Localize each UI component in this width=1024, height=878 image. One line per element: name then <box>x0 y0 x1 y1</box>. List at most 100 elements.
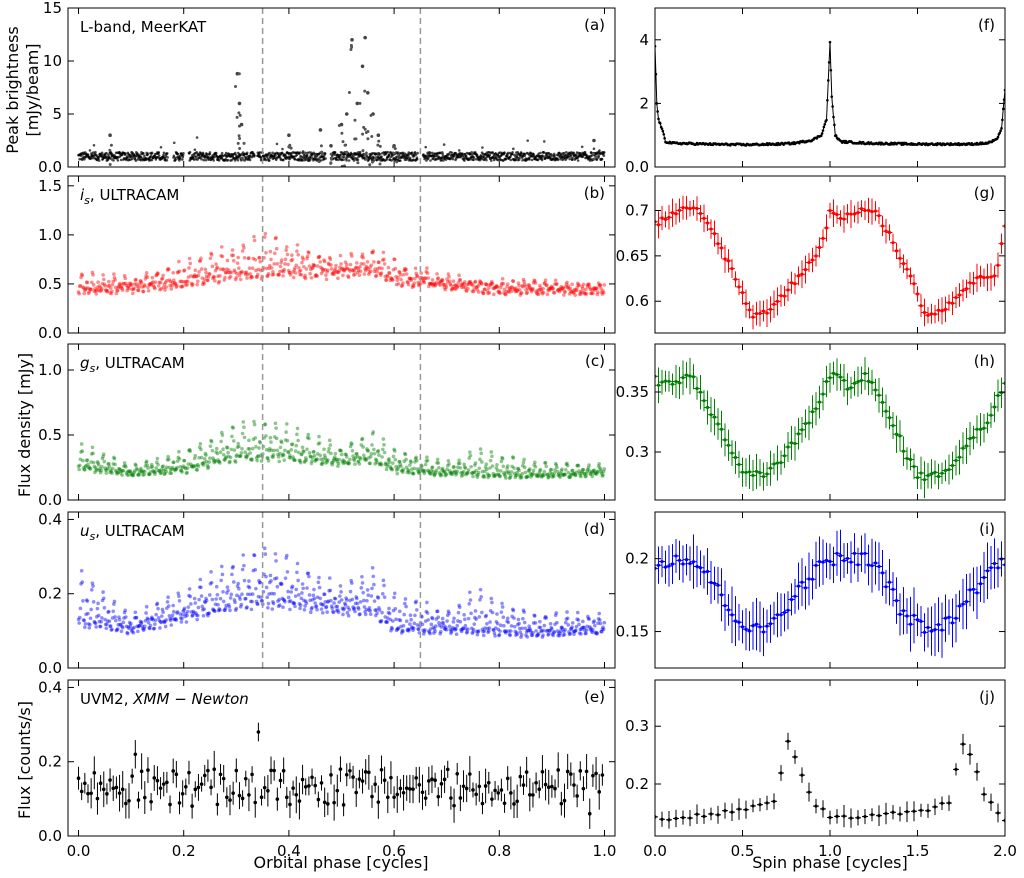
data-point <box>310 266 314 270</box>
data-point <box>591 469 595 473</box>
data-point <box>141 289 145 294</box>
data-point <box>305 571 310 576</box>
data-point <box>555 282 559 286</box>
data-point <box>262 422 267 427</box>
data-point <box>329 267 334 271</box>
data-point <box>465 630 470 634</box>
data-point <box>442 777 447 782</box>
data-point <box>184 279 189 284</box>
data-point <box>513 289 518 294</box>
data-point <box>107 619 112 624</box>
data-point <box>98 289 102 293</box>
data-point <box>160 277 164 281</box>
data-point <box>197 597 201 602</box>
data-point <box>166 595 170 600</box>
data-point <box>240 431 245 436</box>
data-point <box>230 248 235 252</box>
data-point <box>236 255 241 260</box>
data-point <box>342 606 347 610</box>
data-point <box>295 426 300 431</box>
data-point <box>82 291 86 296</box>
data-point <box>134 159 138 162</box>
data-point <box>328 588 333 593</box>
data-point <box>597 462 602 466</box>
data-point <box>314 273 319 278</box>
data-point <box>400 283 405 288</box>
data-point <box>401 281 405 285</box>
data-point <box>220 151 224 155</box>
data-point <box>578 769 583 773</box>
data-point <box>401 790 406 795</box>
data-point <box>273 421 278 426</box>
data-point <box>226 158 230 162</box>
data-point <box>185 470 189 475</box>
data-point <box>327 262 331 267</box>
data-point <box>264 447 269 452</box>
data-point <box>165 600 170 604</box>
data-point <box>421 628 425 633</box>
data-point <box>555 288 560 293</box>
data-point <box>559 469 564 473</box>
data-point <box>377 260 381 265</box>
data-point <box>245 605 249 610</box>
data-point <box>280 151 284 155</box>
data-point <box>534 289 538 294</box>
data-point <box>136 473 140 477</box>
data-point <box>441 620 446 625</box>
data-point <box>81 286 86 290</box>
data-point <box>437 623 442 628</box>
data-point <box>553 282 557 286</box>
data-point <box>398 786 403 791</box>
data-point <box>472 156 476 159</box>
data-point <box>549 467 554 472</box>
data-point <box>479 281 483 285</box>
data-point <box>136 288 140 293</box>
data-point <box>168 283 172 288</box>
data-point <box>566 284 571 288</box>
data-point <box>520 626 525 631</box>
data-point <box>334 263 338 268</box>
data-point <box>590 288 595 292</box>
data-point <box>468 280 472 285</box>
data-point <box>363 612 368 617</box>
data-point <box>267 266 271 271</box>
data-point <box>105 289 110 293</box>
data-point <box>141 469 146 473</box>
data-point <box>105 619 110 623</box>
data-point <box>541 290 546 295</box>
data-point <box>554 611 559 615</box>
data-point <box>386 265 391 270</box>
data-point <box>366 593 371 597</box>
data-point <box>274 154 277 157</box>
data-point <box>330 272 335 276</box>
data-point <box>510 464 514 469</box>
data-point <box>577 471 582 476</box>
data-point <box>598 149 601 152</box>
data-point <box>471 627 476 632</box>
data-point <box>185 613 189 618</box>
data-point <box>127 286 131 291</box>
xtick-label: 0.6 <box>382 842 406 860</box>
data-point <box>371 249 376 253</box>
data-point <box>548 468 553 472</box>
data-point <box>173 617 178 621</box>
data-point <box>381 250 386 255</box>
data-point <box>137 285 141 290</box>
data-point <box>486 629 491 633</box>
data-point <box>188 594 193 599</box>
data-point <box>134 466 139 471</box>
data-point <box>222 278 227 282</box>
data-point <box>365 260 370 264</box>
data-point <box>131 151 134 155</box>
data-point <box>338 448 342 452</box>
data-point <box>243 454 248 459</box>
data-point <box>214 151 218 155</box>
data-point <box>114 628 119 633</box>
data-point <box>145 616 150 621</box>
flare-point <box>366 129 370 133</box>
data-point <box>455 469 460 473</box>
data-point <box>130 473 134 478</box>
data-point <box>481 633 486 638</box>
flare-point <box>237 101 242 106</box>
data-point <box>373 608 377 612</box>
